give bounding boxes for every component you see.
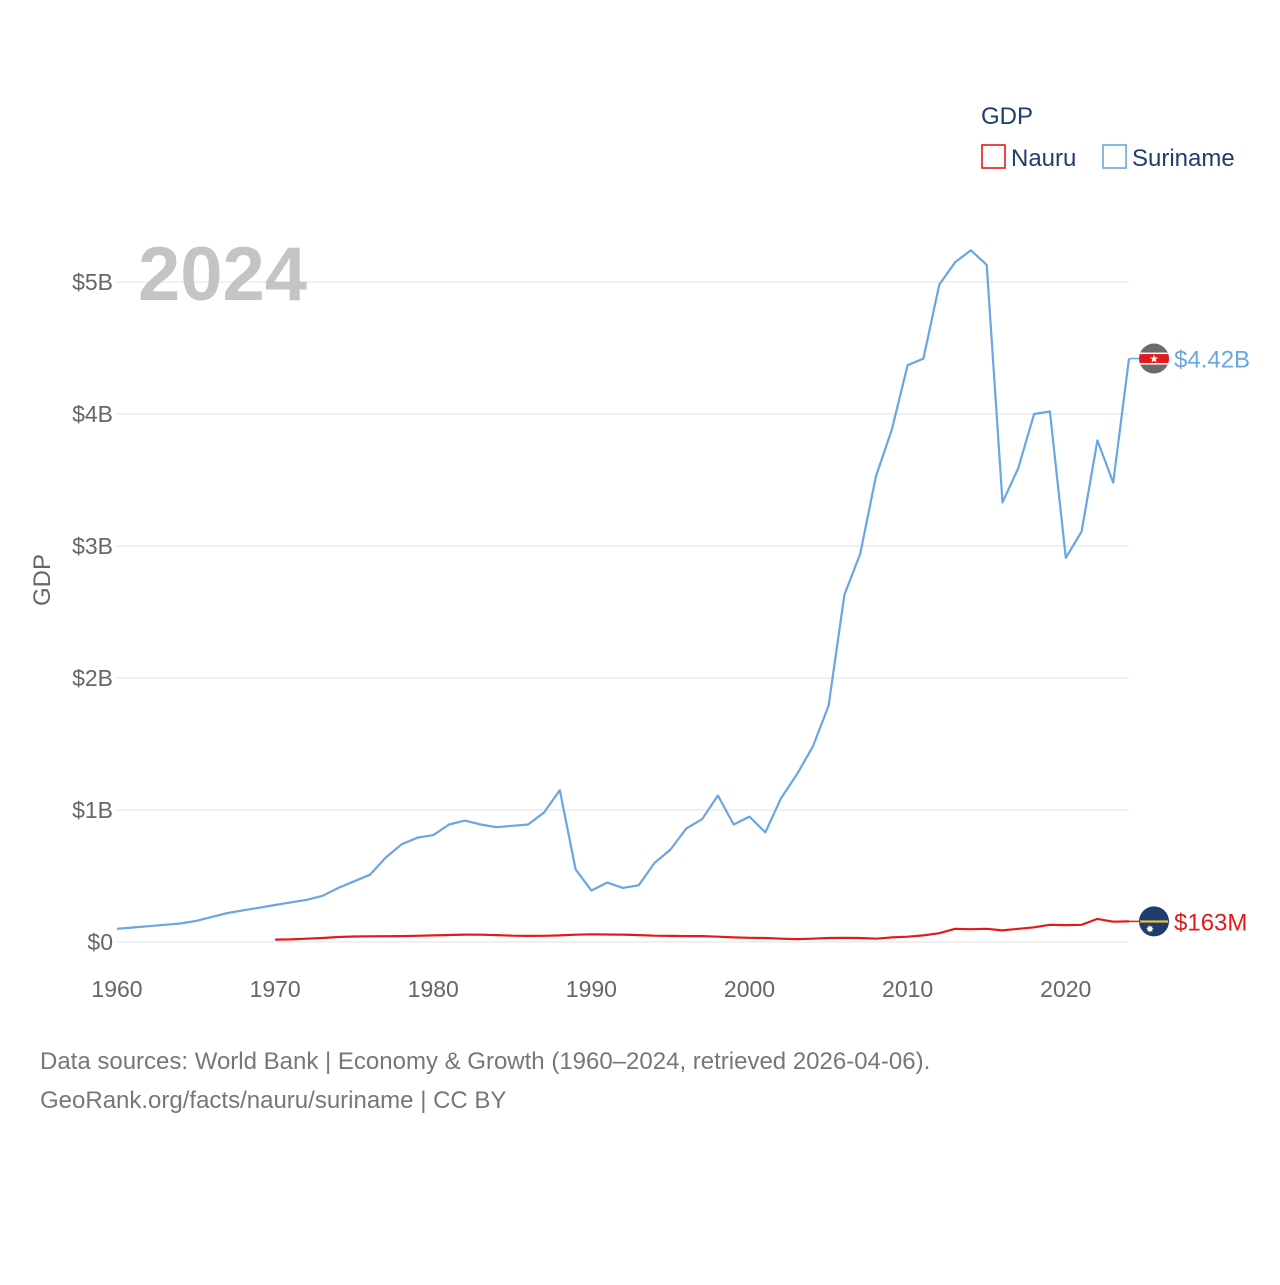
x-tick-2020: 2020 [1040, 976, 1091, 1002]
source-url[interactable]: GeoRank.org/facts/nauru/suriname | CC BY [40, 1087, 506, 1114]
legend-item-nauru[interactable]: Nauru [981, 144, 1076, 172]
y-tick-4b: $4B [72, 401, 113, 427]
y-tick-3b: $3B [72, 533, 113, 559]
x-tick-1970: 1970 [250, 976, 301, 1002]
y-tick-5b: $5B [72, 269, 113, 295]
y-tick-2b: $2B [72, 665, 113, 691]
legend-label-nauru: Nauru [1011, 145, 1076, 172]
x-tick-2010: 2010 [882, 976, 933, 1002]
legend-item-suriname[interactable]: Suriname [1102, 144, 1235, 172]
legend[interactable]: GDP Nauru Suriname [981, 103, 1235, 172]
y-tick-1b: $1B [72, 797, 113, 823]
source-note: Data sources: World Bank | Economy & Gro… [40, 1048, 930, 1075]
series-line-suriname[interactable] [116, 249, 1131, 930]
y-tick-0: $0 [87, 929, 113, 955]
x-tick-2000: 2000 [724, 976, 775, 1002]
x-tick-1980: 1980 [408, 976, 459, 1002]
x-tick-1960: 1960 [91, 976, 142, 1002]
year-overlay: 2024 [138, 232, 307, 317]
svg-text:★: ★ [1149, 354, 1159, 366]
svg-text:✸: ✸ [1146, 924, 1154, 935]
legend-label-suriname: Suriname [1132, 145, 1235, 172]
legend-swatch-suriname [1102, 144, 1127, 169]
end-label-suriname: $4.42B [1174, 347, 1250, 374]
series-end-labels: ★ $4.42B ✸ $163M [1129, 343, 1250, 937]
gridlines [117, 281, 1129, 943]
series-line-nauru[interactable] [275, 917, 1130, 941]
x-axis-tick-labels: 1960 1970 1980 1990 2000 2010 2020 [91, 976, 1091, 1002]
series-lines [116, 249, 1131, 941]
suriname-flag-icon: ★ [1139, 343, 1169, 374]
legend-swatch-nauru [981, 144, 1006, 169]
x-tick-1990: 1990 [566, 976, 617, 1002]
nauru-flag-icon: ✸ [1139, 906, 1169, 937]
y-axis-label: GDP [29, 554, 56, 606]
end-label-nauru: $163M [1174, 909, 1247, 936]
y-axis-tick-labels: $0 $1B $2B $3B $4B $5B [72, 269, 113, 955]
legend-title: GDP [981, 103, 1033, 130]
